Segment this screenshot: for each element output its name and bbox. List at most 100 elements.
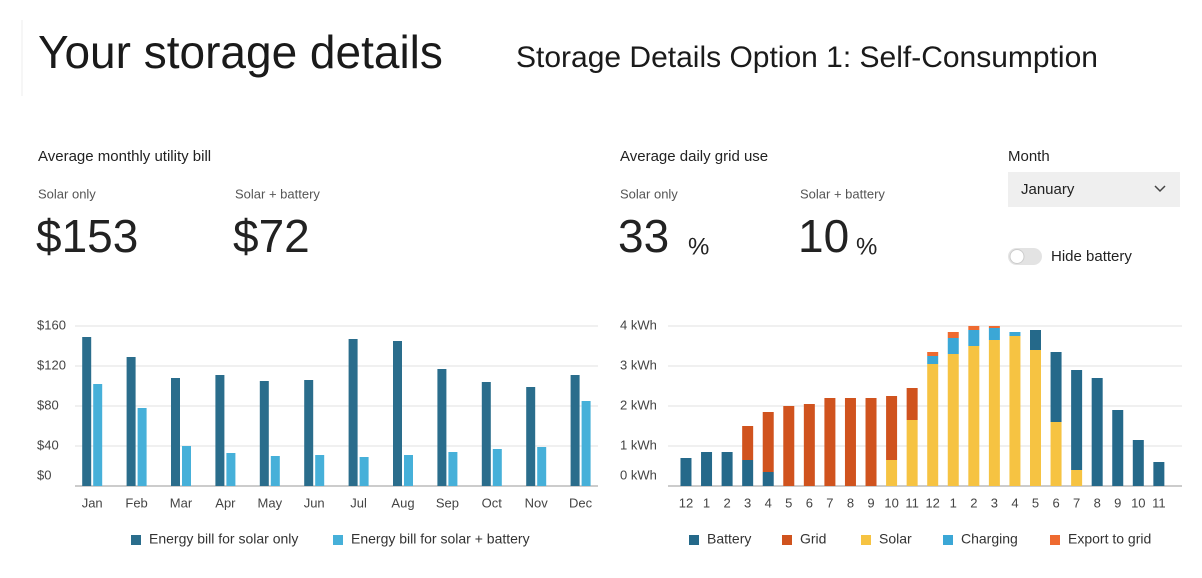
stat-value: 33 [618,210,669,262]
legend-label: Charging [961,531,1018,547]
bar [448,452,458,486]
stat-value: 10 [798,210,849,262]
bar [226,453,236,486]
dropdown-box[interactable] [1008,172,1180,207]
bar [481,382,491,486]
bar [93,384,103,486]
x-tick-label: 12 [925,495,939,510]
x-tick-label: Apr [215,495,236,510]
x-tick-label: Mar [170,495,193,510]
x-tick-label: Jun [304,495,325,510]
bar-segment [947,354,959,486]
x-tick-label: 12 [679,495,693,510]
bar-segment [783,406,795,486]
bar-segment [865,398,877,486]
bar-segment [742,460,754,486]
bar-segment [1112,410,1124,486]
legend-swatch [689,535,699,545]
bar [315,455,325,486]
bar-segment [742,426,754,460]
bar-segment [1071,370,1083,470]
dropdown-label: Month [1008,148,1050,165]
bar-segment [1091,378,1103,486]
legend-label: Grid [800,531,826,547]
stat-value: $72 [233,210,310,262]
x-tick-label: 9 [1114,495,1121,510]
bar [270,456,280,486]
bar [393,341,402,486]
month-dropdown[interactable]: January [1008,172,1180,207]
x-tick-label: 4 [1011,495,1018,510]
x-tick-label: Sep [436,495,459,510]
x-tick-label: 5 [1032,495,1039,510]
x-tick-label: 2 [970,495,977,510]
bar [570,375,580,486]
bar-segment [927,364,939,486]
bar-segment [1050,422,1062,486]
x-tick-label: 3 [991,495,998,510]
x-tick-label: 1 [703,495,710,510]
x-tick-label: Oct [482,495,503,510]
bar [304,380,314,486]
toggle-knob[interactable] [1009,249,1025,264]
bar [126,357,136,486]
x-tick-label: 6 [806,495,813,510]
page-title: Your storage details [38,26,443,78]
legend-label: Solar [879,531,912,547]
bar-segment [1132,440,1144,486]
y-tick-label: $0 [37,467,51,482]
page-subtitle: Storage Details Option 1: Self-Consumpti… [516,41,1098,74]
bar-segment [1030,350,1041,486]
bar-segment [1050,352,1062,422]
x-tick-label: Aug [391,495,414,510]
legend-label: Battery [707,531,751,547]
x-tick-label: 10 [1131,495,1145,510]
bar-segment [968,326,980,330]
x-tick-label: 11 [905,495,919,510]
bar [437,369,447,486]
stat-label: Solar only [620,186,678,201]
stat-label: Solar + battery [800,186,885,201]
x-tick-label: Jul [350,495,367,510]
stat-label: Solar + battery [235,186,320,201]
bar-segment [886,460,898,486]
section-title: Average monthly utility bill [38,148,211,165]
bar-segment [1071,470,1083,486]
bar-segment [1030,330,1041,350]
bar [171,378,180,486]
bar-segment [844,398,856,486]
dropdown-value[interactable]: January [1021,181,1075,198]
y-tick-label: $160 [37,317,66,332]
legend-label: Energy bill for solar only [149,531,298,547]
stat-value: $153 [36,210,138,262]
stat-unit: % [856,233,877,260]
x-tick-label: Nov [525,495,549,510]
y-tick-label: 3 kWh [620,357,657,372]
bar-segment [906,420,918,486]
bar-segment [701,452,713,486]
stat-label: Solar only [38,186,96,201]
x-tick-label: 3 [744,495,751,510]
hide-battery-toggle[interactable]: Hide battery [1008,248,1132,265]
chevron[interactable] [1154,185,1166,193]
bar [348,339,358,486]
y-tick-label: $80 [37,397,59,412]
bar-segment [803,404,815,486]
toggle-label[interactable]: Hide battery [1051,248,1132,265]
x-tick-label: 6 [1052,495,1059,510]
bar [492,449,502,486]
x-tick-label: Feb [125,495,147,510]
bar [537,447,547,486]
x-tick-label: 7 [1073,495,1080,510]
bar-segment [927,356,939,364]
y-tick-label: $120 [37,357,66,372]
bar-segment [1009,336,1021,486]
legend-swatch [333,535,343,545]
x-tick-label: 9 [867,495,874,510]
x-tick-label: Jan [82,495,103,510]
x-tick-label: 8 [1094,495,1101,510]
x-tick-label: 8 [847,495,854,510]
bar-segment [906,388,918,420]
y-tick-label: 1 kWh [620,437,657,452]
